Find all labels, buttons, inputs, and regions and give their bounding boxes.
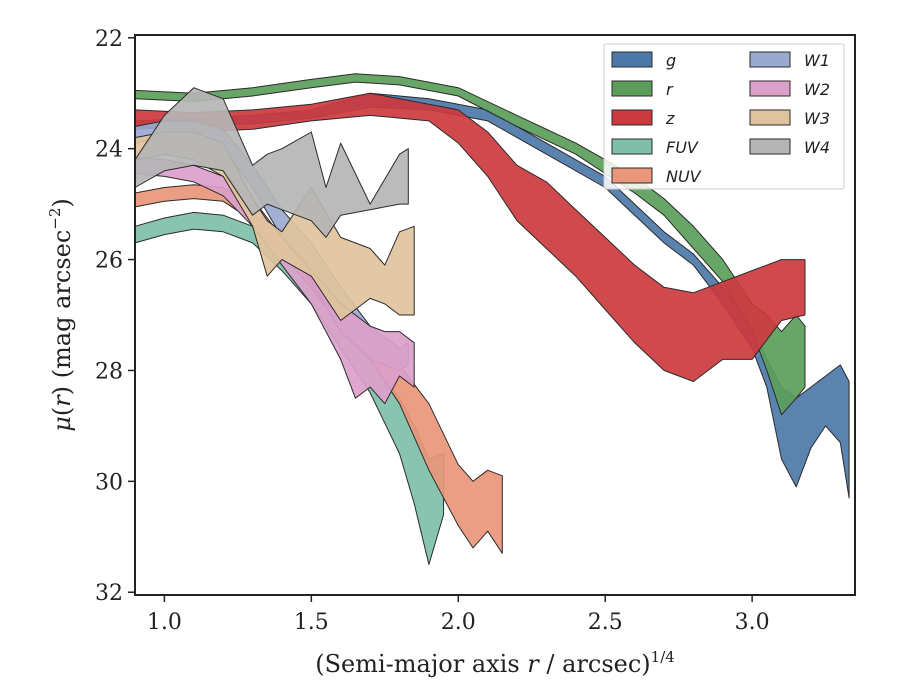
x-axis-title: (Semi-major axis r / arcsec)1/4	[315, 648, 675, 678]
y-tick-label: 32	[95, 581, 123, 606]
legend-label-nuv: NUV	[666, 167, 702, 186]
y-axis: 22 24 26 28 30 32	[95, 27, 135, 606]
y-tick-label: 30	[95, 470, 123, 495]
x-tick-label: 2.0	[441, 610, 476, 635]
legend-label-w2: W2	[804, 80, 830, 99]
plot-frame	[134, 34, 856, 596]
legend: grz FUV NUV W1 W2 W3 W4	[603, 43, 845, 190]
x-tick-label: 1.5	[294, 610, 329, 635]
legend-label-z: z	[665, 109, 675, 128]
series-band-g	[134, 92, 850, 499]
x-tick-label: 2.5	[588, 610, 623, 635]
legend-swatch-g	[611, 51, 653, 68]
legend-label-w3: W3	[804, 109, 830, 128]
series-band-w2	[134, 156, 415, 405]
series-band-w4	[134, 87, 409, 238]
x-tick-label: 3.0	[735, 610, 770, 635]
legend-label-w4: W4	[804, 138, 830, 157]
y-axis-title: μ(r) (mag arcsec−2)	[46, 198, 76, 432]
legend-label-g: g	[666, 51, 676, 70]
y-tick-label: 22	[95, 27, 123, 52]
series-band-z	[134, 92, 806, 382]
x-axis: 1.0 1.5 2.0 2.5 3.0	[147, 595, 770, 635]
legend-swatch-w3	[749, 109, 791, 126]
legend-label-fuv: FUV	[666, 138, 699, 157]
legend-swatch-r	[611, 80, 653, 97]
y-tick-label: 24	[95, 138, 123, 163]
legend-swatch-w2	[749, 80, 791, 97]
y-tick-label: 28	[95, 359, 123, 384]
y-tick-label: 26	[95, 249, 123, 274]
legend-label-r: r	[666, 80, 674, 99]
legend-label-w1: W1	[804, 51, 830, 70]
legend-swatch-w1	[749, 51, 791, 68]
x-tick-label: 1.0	[147, 610, 182, 635]
legend-swatch-nuv	[611, 167, 653, 184]
legend-swatch-w4	[749, 138, 791, 155]
legend-swatch-z	[611, 109, 653, 126]
series-band-r	[134, 73, 806, 416]
band-layer	[134, 73, 850, 565]
legend-swatch-fuv	[611, 138, 653, 155]
